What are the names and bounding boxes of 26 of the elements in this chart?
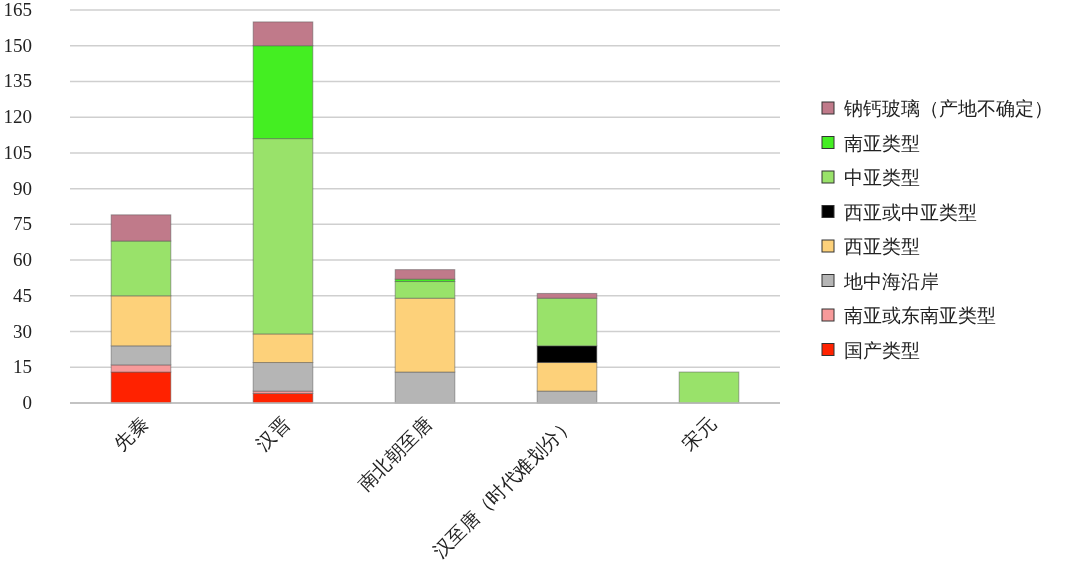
legend-label: 地中海沿岸 [843,270,939,292]
x-tick-label: 汉晋 [252,412,294,455]
y-tick-label: 135 [3,70,32,92]
legend-label: 国产类型 [844,339,920,361]
y-tick-label: 0 [22,392,32,413]
y-tick-label: 60 [13,249,32,271]
y-tick-label: 15 [13,356,32,378]
y-tick-label: 105 [3,141,32,163]
legend-label: 中亚类型 [844,167,920,188]
legend-label: 南亚类型 [844,132,920,154]
x-tick-label: 南北朝至唐 [353,412,436,495]
bar [394,269,456,280]
bar [678,371,740,404]
y-tick-label: 30 [13,320,32,342]
y-tick-label: 75 [13,213,32,235]
y-tick-label: 150 [3,34,32,56]
legend-label: 钠钙玻璃（产地不确定） [843,98,1053,119]
y-tick-label: 90 [13,177,32,199]
y-tick-label: 45 [13,284,32,306]
y-tick-label: 120 [3,106,32,128]
legend-label: 西亚或中亚类型 [844,201,977,223]
x-tick-label: 先秦 [110,412,152,455]
legend-label: 西亚类型 [844,236,920,257]
legend-label: 南亚或东南亚类型 [844,305,996,326]
y-tick-label: 165 [3,0,32,20]
x-tick-label: 宋元 [678,412,720,455]
